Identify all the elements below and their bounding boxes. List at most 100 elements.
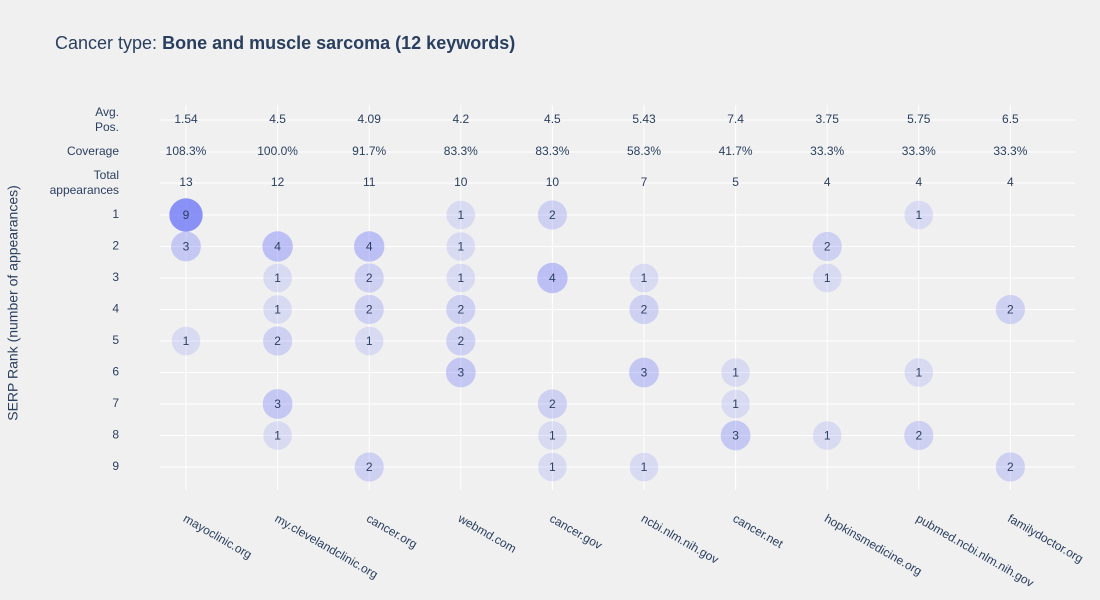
bubble (904, 358, 934, 387)
summary-value: 41.7% (719, 144, 753, 158)
bubble-label: 1 (183, 334, 190, 348)
bubble-label: 2 (641, 303, 648, 317)
y-tick-label-line: Pos. (95, 120, 119, 134)
bubble (812, 263, 842, 293)
bubble (169, 198, 203, 232)
y-tick-label: 9 (112, 459, 119, 473)
bubble (262, 389, 293, 419)
bubble (263, 295, 292, 324)
y-tick-label: 2 (112, 239, 119, 253)
x-tick-label: ncbi.nlm.nih.gov (639, 511, 721, 566)
bubble-label: 9 (183, 208, 190, 222)
summary-value: 91.7% (352, 144, 386, 158)
bubble (354, 452, 384, 482)
y-axis-title: SERP Rank (number of appearances) (5, 185, 21, 421)
summary-value: 13 (179, 175, 193, 189)
summary-value: 5.43 (632, 112, 656, 126)
y-tick-label: 5 (112, 333, 119, 347)
y-tick-label: 4 (112, 302, 119, 316)
bubble-label: 1 (824, 271, 831, 285)
y-tick-label: 6 (112, 365, 119, 379)
bubble-label: 2 (366, 460, 373, 474)
bubble-label: 4 (274, 240, 281, 254)
summary-value: 33.3% (902, 144, 936, 158)
summary-value: 6.5 (1002, 112, 1019, 126)
bubble (721, 358, 750, 387)
bubble (446, 326, 476, 356)
bubble (904, 420, 934, 451)
summary-value: 4.2 (452, 112, 469, 126)
x-tick-label: familydoctor.org (1005, 511, 1085, 565)
bubble (812, 421, 842, 450)
bubble (720, 420, 751, 451)
summary-value: 83.3% (535, 144, 569, 158)
summary-value: 5.75 (907, 112, 931, 126)
bubble-label: 1 (915, 208, 922, 222)
bubble-label: 3 (641, 366, 648, 380)
bubble (354, 231, 385, 262)
bubble (445, 357, 476, 388)
bubble (262, 231, 293, 262)
bubble (904, 200, 934, 230)
bubble-label: 2 (1007, 303, 1014, 317)
summary-value: 3.75 (816, 112, 840, 126)
summary-value: 108.3% (166, 144, 207, 158)
bubble-label: 1 (457, 240, 464, 254)
bubble (629, 263, 659, 293)
bubble-label: 2 (549, 397, 556, 411)
bubble-label: 1 (457, 271, 464, 285)
bubble-label: 1 (732, 397, 739, 411)
bubble-label: 1 (915, 366, 922, 380)
bubble-label: 2 (274, 334, 281, 348)
y-tick-label: Avg. Pos. (95, 105, 119, 134)
bubble-label: 3 (732, 429, 739, 443)
x-tick-label: webmd.com (455, 511, 519, 556)
bubble (538, 452, 567, 482)
summary-value: 10 (546, 175, 560, 189)
bubble (263, 326, 293, 356)
bubble (629, 294, 659, 325)
bubble (354, 294, 384, 325)
x-tick-label: cancer.net (731, 511, 787, 551)
bubble-label: 3 (274, 397, 281, 411)
bubble (446, 294, 476, 325)
bubble-label: 1 (274, 429, 281, 443)
summary-value: 12 (271, 175, 285, 189)
summary-value: 10 (454, 175, 468, 189)
bubble-label: 2 (824, 240, 831, 254)
bubble-label: 1 (457, 208, 464, 222)
bubble (354, 326, 384, 356)
bubble-label: 3 (457, 366, 464, 380)
y-tick-label: 8 (112, 428, 119, 442)
bubble-label: 1 (824, 429, 831, 443)
bubble (629, 357, 659, 388)
bubble (446, 263, 476, 293)
summary-value: 33.3% (993, 144, 1027, 158)
bubble-label: 1 (641, 271, 648, 285)
bubble (995, 294, 1025, 325)
bubble (263, 421, 292, 450)
y-tick-label-line: Avg. (95, 105, 119, 119)
y-tick-label: 1 (112, 207, 119, 221)
bubble-label: 1 (732, 366, 739, 380)
summary-value: 4.5 (544, 112, 561, 126)
bubble-label: 4 (366, 240, 373, 254)
y-tick-label-line: Total (94, 168, 119, 182)
summary-value: 4.5 (269, 112, 286, 126)
summary-value: 58.3% (627, 144, 661, 158)
x-tick-label: hopkinsmedicine.org (822, 511, 924, 578)
y-tick-label: 3 (112, 270, 119, 284)
x-tick-label: cancer.org (364, 511, 420, 551)
bubble-label: 2 (366, 271, 373, 285)
title-prefix: Cancer type: (55, 33, 157, 53)
y-tick-label: 7 (112, 396, 119, 410)
x-tick-label: mayoclinic.org (181, 511, 254, 561)
bubble-label: 2 (457, 334, 464, 348)
bubble-label: 2 (1007, 460, 1014, 474)
summary-value: 33.3% (810, 144, 844, 158)
summary-value: 4 (824, 175, 831, 189)
bubble (995, 452, 1025, 482)
title-main: Bone and muscle sarcoma (12 keywords) (162, 33, 515, 53)
bubble (446, 200, 476, 230)
